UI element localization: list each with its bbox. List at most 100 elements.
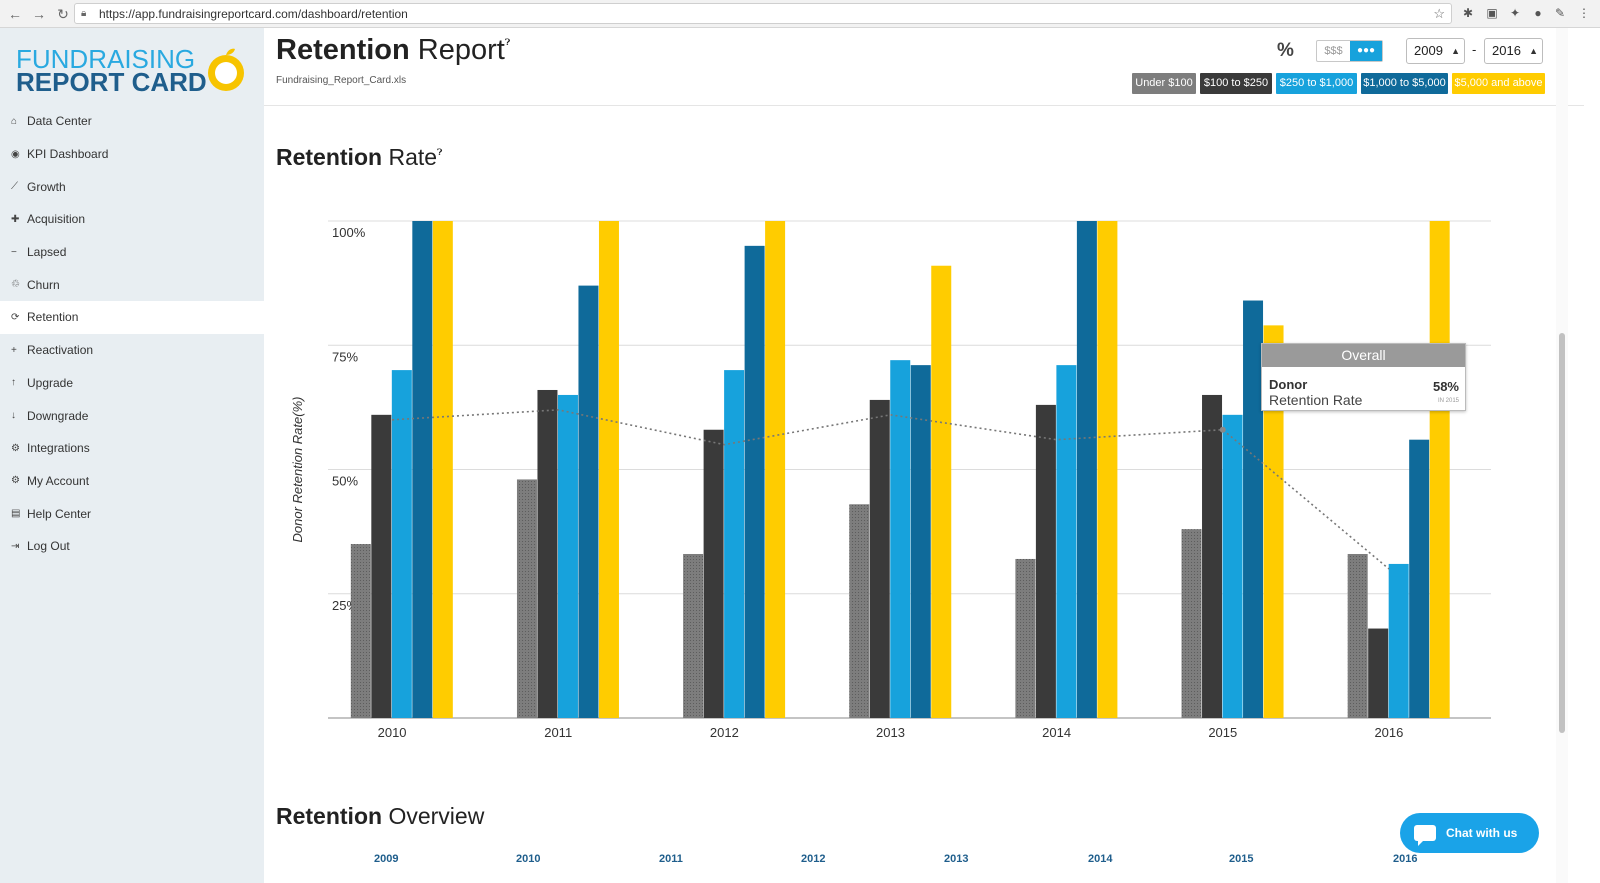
metric-toggle: $$$ ●●● bbox=[1316, 40, 1383, 62]
file-name: Fundraising_Report_Card.xls bbox=[276, 75, 407, 86]
money-toggle-button[interactable]: $$$ bbox=[1324, 45, 1343, 57]
overview-year-header[interactable]: 2010 bbox=[516, 853, 541, 865]
bar-under-100 bbox=[1181, 529, 1202, 718]
help-icon[interactable]: ❓︎ bbox=[437, 147, 443, 157]
bar--100-to-250 bbox=[1202, 394, 1223, 718]
sidebar-item-kpi-dashboard[interactable]: ◉ KPI Dashboard bbox=[0, 138, 264, 171]
sidebar-item-label: Data Center bbox=[27, 114, 92, 129]
recycle-icon: ♲ bbox=[11, 279, 20, 291]
sidebar-item-label: Acquisition bbox=[27, 212, 86, 227]
overview-year-header[interactable]: 2013 bbox=[944, 853, 969, 865]
sidebar-item-retention[interactable]: ⟳ Retention bbox=[0, 301, 264, 334]
chat-button[interactable]: Chat with us bbox=[1400, 813, 1539, 853]
overall-point bbox=[1219, 426, 1226, 433]
bar-under-100 bbox=[516, 479, 537, 718]
bar--100-to-250 bbox=[869, 399, 890, 718]
refresh-icon: ⟳ bbox=[11, 311, 20, 323]
menu-dots-icon[interactable]: ⋮ bbox=[1578, 6, 1590, 20]
sidebar-item-growth[interactable]: ⟋ Growth bbox=[0, 170, 264, 203]
sidebar-item-downgrade[interactable]: ↓ Downgrade bbox=[0, 399, 264, 432]
address-bar[interactable]: 🔒︎ https://app.fundraisingreportcard.com… bbox=[74, 3, 1452, 24]
sidebar: FUNDRAISING REPORT CARD ⌂ Data Center ◉ KPI… bbox=[0, 28, 264, 883]
bar--1-000-to-5-000 bbox=[1243, 300, 1264, 718]
extension-icon[interactable]: ✦ bbox=[1509, 6, 1521, 20]
report-header: Retention Report❓︎ Fundraising_Report_Ca… bbox=[264, 28, 1584, 106]
overview-year-header[interactable]: 2016 bbox=[1393, 853, 1418, 865]
logo[interactable]: FUNDRAISING REPORT CARD bbox=[16, 44, 256, 114]
extension-icon[interactable]: ▣ bbox=[1486, 6, 1498, 20]
sidebar-item-label: Upgrade bbox=[27, 375, 74, 390]
sidebar-item-upgrade[interactable]: ↑ Upgrade bbox=[0, 367, 264, 400]
reload-icon[interactable]: ↻ bbox=[57, 5, 69, 22]
bar--5-000-and-above bbox=[931, 265, 952, 718]
segment-filter-button[interactable]: $250 to $1,000 bbox=[1276, 73, 1357, 94]
extension-icon[interactable]: ● bbox=[1534, 6, 1542, 20]
bar-under-100 bbox=[849, 504, 870, 718]
sidebar-item-lapsed[interactable]: − Lapsed bbox=[0, 236, 264, 269]
bar--250-to-1-000 bbox=[1222, 414, 1243, 718]
range-dash: - bbox=[1472, 42, 1477, 57]
sidebar-item-acquisition[interactable]: ✚ Acquisition bbox=[0, 203, 264, 236]
plus-icon: + bbox=[11, 344, 17, 356]
extension-icon[interactable]: ✱ bbox=[1462, 6, 1474, 20]
help-icon[interactable]: ❓︎ bbox=[504, 37, 511, 47]
sidebar-item-help-center[interactable]: ▤ Help Center bbox=[0, 497, 264, 530]
overall-trend-line bbox=[392, 409, 1390, 570]
bar--5-000-and-above bbox=[765, 221, 786, 718]
overview-year-header[interactable]: 2009 bbox=[374, 853, 399, 865]
from-year-select[interactable]: 2009 ▲ bbox=[1406, 38, 1465, 64]
x-tick-label: 2013 bbox=[876, 725, 905, 740]
sidebar-item-label: KPI Dashboard bbox=[27, 147, 109, 162]
apple-logo-icon bbox=[208, 48, 244, 91]
chat-bubble-icon bbox=[1414, 825, 1436, 846]
tooltip-sub: IN 2015 bbox=[1437, 398, 1459, 404]
sidebar-item-integrations[interactable]: ⚙ Integrations bbox=[0, 432, 264, 465]
bar--5-000-and-above bbox=[1263, 325, 1284, 718]
bar--100-to-250 bbox=[371, 414, 392, 718]
sidebar-item-label: Help Center bbox=[27, 506, 92, 521]
sidebar-item-log-out[interactable]: ⇥ Log Out bbox=[0, 530, 264, 563]
cogs-icon: ⚙ bbox=[11, 442, 20, 454]
user-minus-icon: − bbox=[11, 246, 17, 258]
overview-year-header[interactable]: 2015 bbox=[1229, 853, 1254, 865]
sidebar-item-my-account[interactable]: ⚙ My Account bbox=[0, 465, 264, 498]
sidebar-item-label: Growth bbox=[27, 179, 66, 194]
sidebar-item-data-center[interactable]: ⌂ Data Center bbox=[0, 105, 264, 138]
scrollbar-thumb[interactable] bbox=[1559, 333, 1565, 733]
overview-year-header[interactable]: 2011 bbox=[659, 853, 683, 865]
overview-year-header[interactable]: 2014 bbox=[1088, 853, 1113, 865]
bookmark-star-icon[interactable]: ☆ bbox=[1433, 5, 1445, 21]
browser-toolbar: ← → ↻ 🔒︎ https://app.fundraisingreportca… bbox=[0, 0, 1600, 28]
user-plus-icon: ✚ bbox=[11, 213, 20, 225]
x-tick-label: 2016 bbox=[1374, 725, 1403, 740]
bar--1-000-to-5-000 bbox=[1409, 439, 1430, 718]
sidebar-item-churn[interactable]: ♲ Churn bbox=[0, 268, 264, 301]
bar--100-to-250 bbox=[703, 429, 724, 718]
bar--1-000-to-5-000 bbox=[578, 285, 599, 718]
segment-filter-button[interactable]: $1,000 to $5,000 bbox=[1361, 73, 1448, 94]
overview-year-headers: 2009 2010 2011 2012 2013 2014 2015 2016 bbox=[264, 853, 1564, 873]
bar--5-000-and-above bbox=[1097, 221, 1118, 718]
tooltip-title: Overall bbox=[1262, 344, 1465, 367]
gear-icon: ⚙ bbox=[11, 475, 20, 487]
sidebar-item-label: Reactivation bbox=[27, 343, 94, 358]
bar--5-000-and-above bbox=[598, 221, 619, 718]
donors-toggle-button[interactable]: ●●● bbox=[1350, 41, 1382, 61]
segment-filter-button[interactable]: $5,000 and above bbox=[1452, 73, 1545, 94]
bar-under-100 bbox=[1347, 553, 1368, 718]
logo-line1: FUNDRAISING bbox=[16, 44, 196, 74]
segment-filter-button[interactable]: $100 to $250 bbox=[1200, 73, 1272, 94]
extension-icon[interactable]: ✎ bbox=[1554, 6, 1566, 20]
arrow-up-icon: ↑ bbox=[11, 377, 16, 389]
segment-filter-button[interactable]: Under $100 bbox=[1132, 73, 1196, 94]
x-tick-label: 2011 bbox=[544, 725, 572, 740]
overview-year-header[interactable]: 2012 bbox=[801, 853, 826, 865]
chat-label: Chat with us bbox=[1446, 826, 1518, 840]
sidebar-item-reactivation[interactable]: + Reactivation bbox=[0, 334, 264, 367]
forward-arrow-icon[interactable]: → bbox=[32, 5, 46, 22]
back-arrow-icon[interactable]: ← bbox=[8, 5, 22, 22]
bar--100-to-250 bbox=[1368, 628, 1389, 718]
sidebar-item-label: My Account bbox=[27, 473, 90, 488]
to-year-select[interactable]: 2016 ▲ bbox=[1484, 38, 1543, 64]
percent-toggle[interactable]: % bbox=[1277, 40, 1294, 61]
